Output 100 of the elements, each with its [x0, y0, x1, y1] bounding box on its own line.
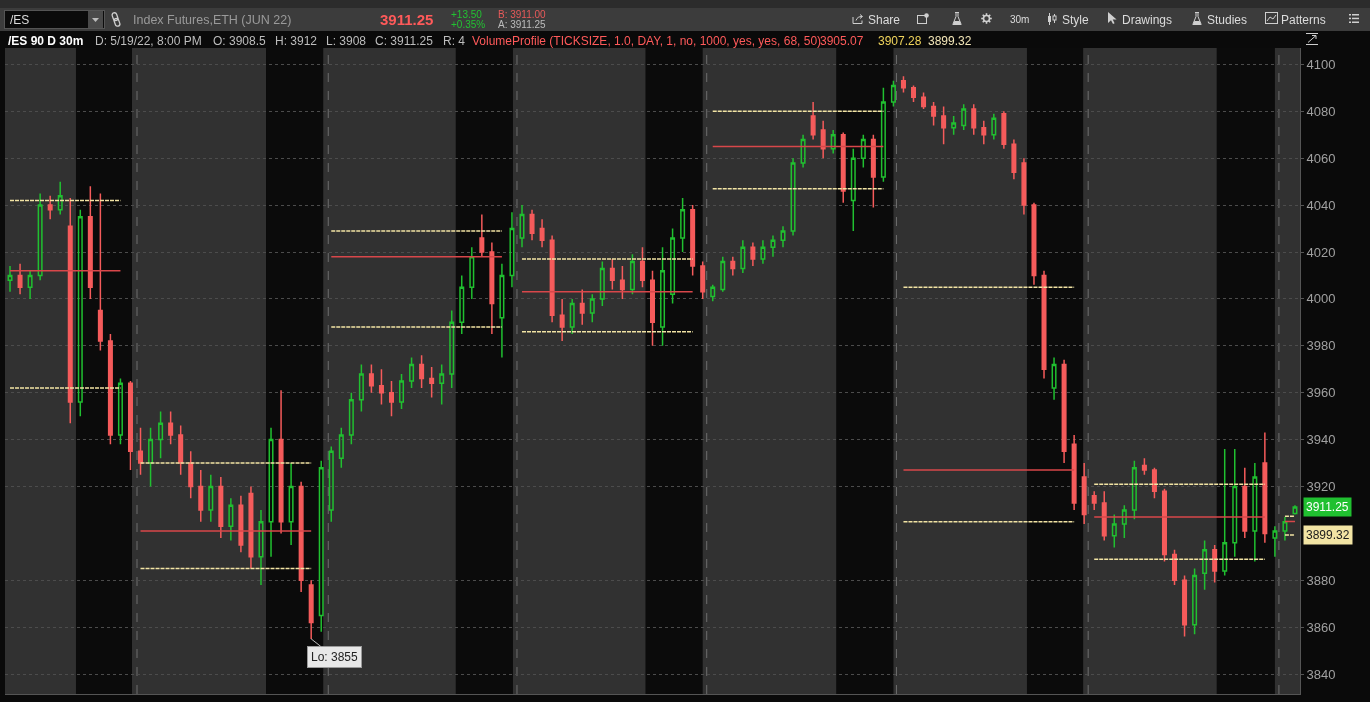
candlestick: [750, 241, 756, 267]
candlestick: [1091, 490, 1097, 511]
annotation: VolumeProfile (TICKSIZE, 1.0, DAY, 1, no, 1000, yes, yes, 68, 50): [472, 34, 822, 48]
y-tick-label: 3880: [1306, 572, 1336, 588]
candlestick: [991, 112, 997, 141]
candlestick: [730, 255, 736, 277]
candlestick: [278, 389, 284, 535]
y-tick-label: 3940: [1306, 432, 1336, 448]
candlestick: [388, 380, 394, 417]
candlestick: [1172, 549, 1178, 586]
candlestick: [127, 380, 133, 471]
candlestick: [770, 234, 776, 258]
candlestick: [810, 101, 816, 141]
candlestick: [890, 80, 896, 108]
candlestick: [569, 298, 575, 335]
candlestick: [740, 239, 746, 274]
text: 3911.25: [1306, 500, 1349, 514]
candlestick: [429, 366, 435, 399]
candlestick: [700, 260, 706, 300]
candlestick: [57, 180, 63, 216]
chart-title: /ES 90 D 30m: [8, 34, 84, 48]
annotation: Lo: 3855: [311, 650, 359, 664]
candlestick: [107, 333, 113, 446]
y-tick-label: 4060: [1306, 150, 1336, 166]
candlestick: [1292, 504, 1298, 516]
candlestick: [519, 204, 525, 249]
candlestick: [288, 462, 294, 546]
candlestick: [318, 459, 324, 633]
candlestick: [47, 194, 53, 220]
candlestick: [1131, 459, 1137, 521]
candlestick: [790, 157, 796, 237]
candlestick: [399, 373, 405, 410]
candlestick: [268, 427, 274, 558]
candlestick: [439, 363, 445, 406]
candlestick: [77, 209, 83, 417]
candlestick: [1021, 157, 1027, 216]
candlestick: [509, 211, 515, 288]
candlestick: [639, 246, 645, 288]
annotation: 3907.28: [878, 34, 922, 48]
candlestick: [1041, 270, 1047, 380]
candlestick: [549, 234, 555, 324]
annotation: D: 5/19/22, 8:00 PM: [95, 34, 202, 48]
text: /ES: [10, 13, 30, 27]
text: Drawings: [1122, 13, 1173, 27]
text: 3911.25: [380, 11, 434, 28]
candlestick: [880, 87, 886, 183]
candlestick: [198, 469, 204, 523]
candlestick: [1121, 504, 1127, 539]
text: Studies: [1207, 13, 1248, 27]
annotation: C: 3911.25: [375, 34, 433, 48]
candlestick: [298, 481, 304, 593]
candlestick: [800, 134, 806, 169]
y-tick-label: 4040: [1306, 197, 1336, 213]
candlestick: [87, 185, 93, 300]
candlestick: [1252, 462, 1258, 563]
candlestick: [830, 129, 836, 155]
candlestick: [900, 75, 906, 94]
text: A: 3911.25: [498, 19, 546, 30]
candlestick: [1282, 516, 1288, 542]
candlestick: [961, 103, 967, 131]
candlestick: [308, 579, 314, 640]
candlestick: [780, 225, 786, 249]
candlestick: [1111, 513, 1117, 549]
candlestick: [1262, 431, 1268, 544]
candlestick: [37, 192, 43, 281]
candlestick: [178, 424, 184, 476]
candlestick: [720, 255, 726, 293]
candlestick: [840, 131, 846, 204]
candlestick: [328, 445, 334, 523]
y-tick-label: 4020: [1306, 244, 1336, 260]
candlestick: [7, 265, 13, 293]
candlestick: [660, 246, 666, 347]
candlestick: [599, 260, 605, 307]
text: +13.50: [451, 9, 482, 20]
text: 3899.32: [1306, 528, 1350, 542]
candlestick: [1182, 574, 1188, 638]
candlestick: [680, 197, 686, 253]
text: 30m: [1010, 14, 1030, 25]
candlestick: [1101, 490, 1107, 542]
text: +0.35%: [451, 19, 486, 30]
candlestick: [860, 134, 866, 169]
candlestick: [17, 262, 23, 295]
candlestick: [338, 427, 344, 469]
annotation: 3905.07: [820, 34, 864, 48]
candlestick: [459, 274, 465, 335]
candlestick: [1202, 539, 1208, 591]
candlestick: [559, 298, 565, 342]
candlestick: [248, 485, 254, 570]
candlestick: [1192, 567, 1198, 635]
candlestick: [710, 284, 716, 302]
candlestick: [629, 253, 635, 295]
candlestick: [690, 204, 696, 277]
candlestick: [1161, 488, 1167, 563]
candlestick: [489, 241, 495, 335]
candlestick: [1001, 110, 1007, 150]
candlestick: [158, 410, 164, 460]
y-tick-label: 3840: [1306, 666, 1336, 682]
candlestick: [368, 363, 374, 394]
candlestick: [609, 258, 615, 291]
candlestick: [1141, 457, 1147, 476]
